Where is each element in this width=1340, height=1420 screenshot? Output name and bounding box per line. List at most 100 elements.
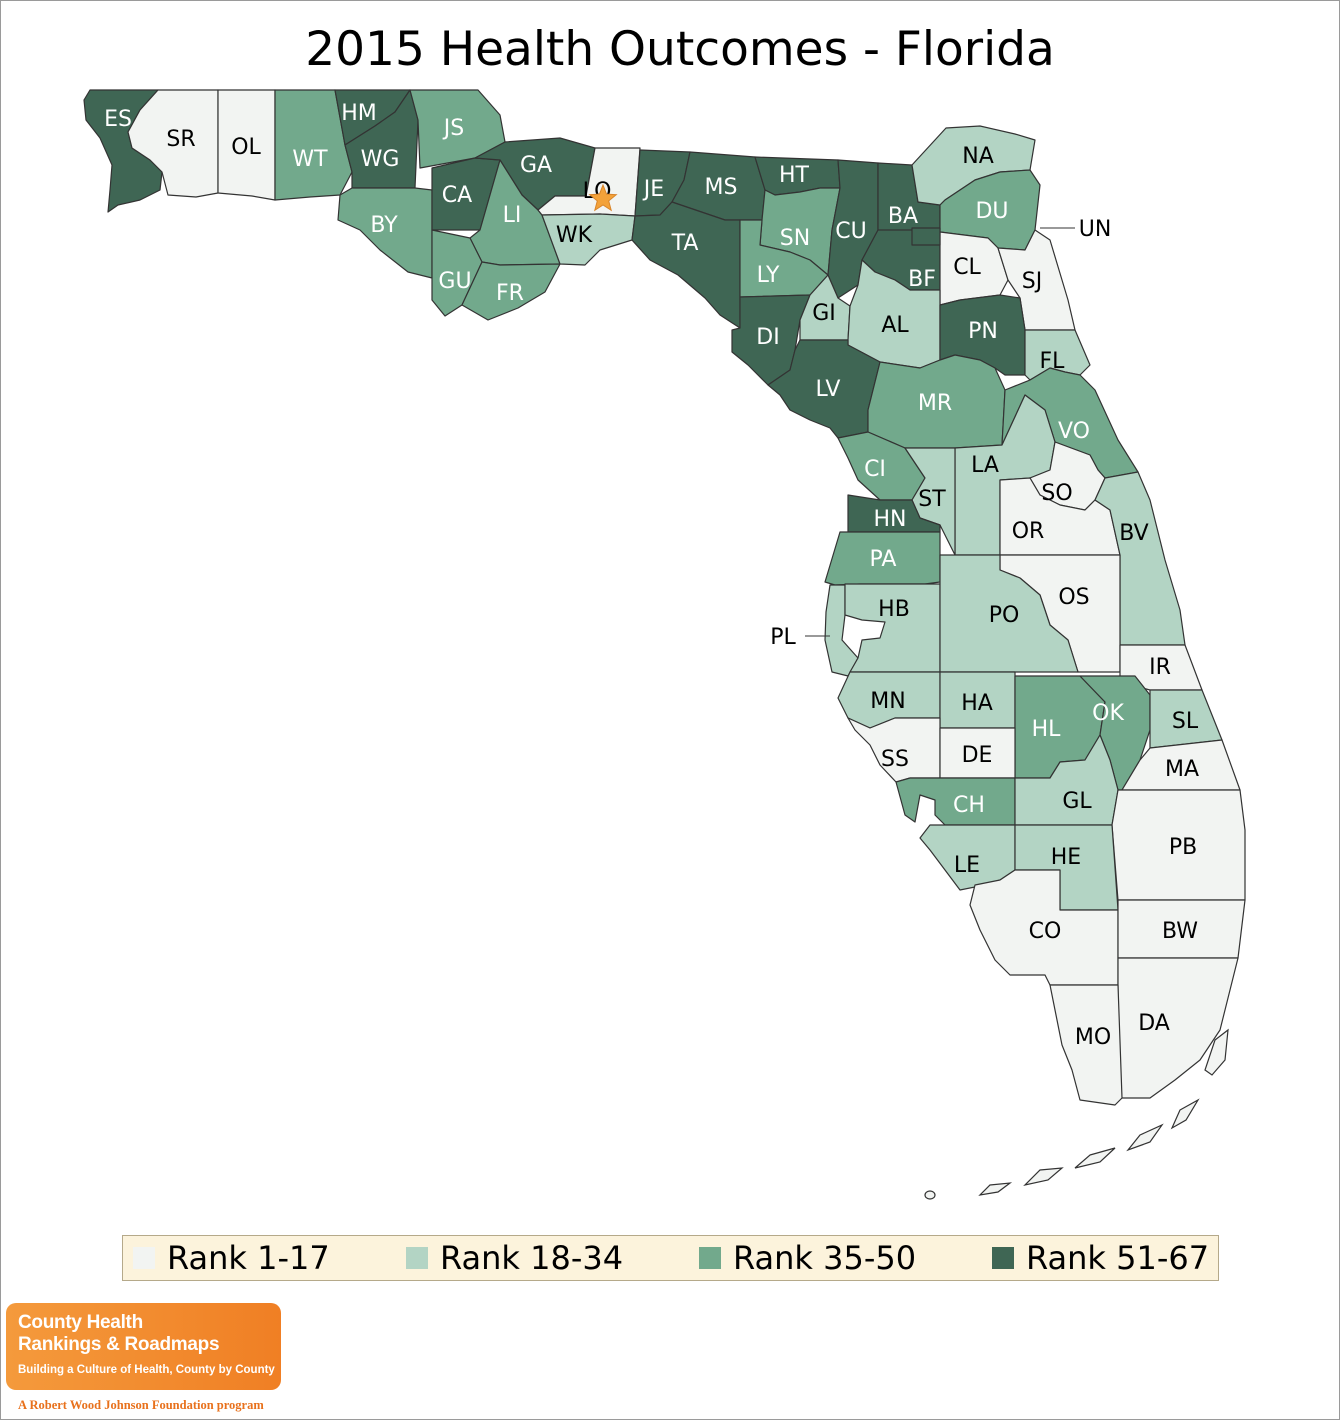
- keys-island: [1023, 1167, 1064, 1187]
- county-label-po: PO: [989, 603, 1020, 628]
- keys-island: [978, 1182, 1013, 1196]
- county-label-sr: SR: [166, 127, 195, 152]
- logo-line2: Rankings & Roadmaps: [18, 1334, 220, 1355]
- county-label-js: JS: [442, 116, 464, 141]
- county-label-di: DI: [756, 325, 779, 350]
- county-label-da: DA: [1138, 1011, 1170, 1036]
- legend-swatch: [133, 1247, 155, 1269]
- county-label-pl: PL: [770, 625, 796, 650]
- county-label-ch: CH: [953, 793, 985, 818]
- legend-item-rank-1-17: Rank 1-17: [133, 1236, 330, 1280]
- legend-swatch: [406, 1247, 428, 1269]
- map-title: 2015 Health Outcomes - Florida: [305, 22, 1055, 77]
- footer-credit: A Robert Wood Johnson Foundation program: [18, 1398, 264, 1412]
- county-label-ca: CA: [442, 183, 472, 208]
- county-label-bw: BW: [1162, 919, 1198, 944]
- county-label-st: ST: [918, 487, 946, 512]
- county-label-wt: WT: [292, 147, 328, 172]
- county-label-hn: HN: [874, 507, 907, 532]
- county-label-sj: SJ: [1022, 269, 1042, 294]
- county-label-pn: PN: [968, 319, 998, 344]
- county-health-rankings-logo[interactable]: County Health Rankings & Roadmaps Buildi…: [6, 1303, 281, 1390]
- county-label-la: LA: [971, 453, 999, 478]
- county-label-es: ES: [104, 107, 132, 132]
- legend-item-rank-18-34: Rank 18-34: [406, 1236, 623, 1280]
- county-label-sn: SN: [780, 226, 810, 251]
- county-label-al: AL: [881, 313, 909, 338]
- legend-swatch: [699, 1247, 721, 1269]
- county-label-cu: CU: [835, 219, 866, 244]
- county-label-ba: BA: [888, 204, 918, 229]
- keys-island: [924, 1190, 936, 1200]
- logo-tagline: Building a Culture of Health, County by …: [18, 1364, 275, 1376]
- county-mo[interactable]: [1049, 984, 1123, 1106]
- keys-island: [1204, 1028, 1229, 1076]
- county-label-ss: SS: [881, 747, 909, 772]
- county-label-je: JE: [642, 177, 664, 202]
- county-label-pa: PA: [870, 547, 897, 572]
- county-label-ht: HT: [779, 163, 810, 188]
- county-label-un: UN: [1079, 217, 1112, 242]
- keys-island: [1170, 1098, 1200, 1130]
- logo-line1: County Health: [18, 1312, 143, 1333]
- keys-island: [1126, 1123, 1164, 1152]
- county-label-hl: HL: [1032, 717, 1062, 742]
- county-label-ir: IR: [1149, 655, 1171, 680]
- county-gu[interactable]: [431, 229, 483, 317]
- legend-swatch: [992, 1247, 1014, 1269]
- legend-label: Rank 1-17: [167, 1239, 330, 1277]
- county-label-fr: FR: [496, 281, 524, 306]
- legend: Rank 1-17 Rank 18-34 Rank 35-50 Rank 51-…: [122, 1235, 1219, 1281]
- county-fr[interactable]: [461, 261, 561, 321]
- county-label-cl: CL: [953, 255, 981, 280]
- county-wk[interactable]: [541, 213, 636, 266]
- county-label-gl: GL: [1062, 789, 1092, 814]
- county-label-gi: GI: [812, 301, 836, 326]
- legend-item-rank-51-67: Rank 51-67: [992, 1236, 1209, 1280]
- county-label-os: OS: [1058, 585, 1089, 610]
- county-label-hm: HM: [341, 101, 377, 126]
- legend-item-rank-35-50: Rank 35-50: [699, 1236, 916, 1280]
- county-label-ol: OL: [231, 135, 261, 160]
- county-da[interactable]: [1117, 957, 1239, 1099]
- county-label-he: HE: [1051, 845, 1081, 870]
- county-label-le: LE: [954, 853, 980, 878]
- county-label-bv: BV: [1119, 521, 1148, 546]
- county-label-ga: GA: [520, 153, 552, 178]
- county-label-fl: FL: [1040, 349, 1066, 374]
- county-label-hb: HB: [878, 597, 910, 622]
- legend-label: Rank 18-34: [440, 1239, 624, 1277]
- county-label-co: CO: [1029, 919, 1062, 944]
- star-icon: [588, 183, 618, 212]
- county-label-ms: MS: [705, 175, 738, 200]
- county-label-sl: SL: [1172, 709, 1199, 734]
- legend-label: Rank 35-50: [733, 1239, 917, 1277]
- county-sj[interactable]: [997, 229, 1076, 331]
- county-label-wg: WG: [361, 147, 400, 172]
- county-by[interactable]: [337, 187, 433, 279]
- county-label-bf: BF: [908, 267, 936, 292]
- county-label-ci: CI: [864, 457, 886, 482]
- legend-label: Rank 51-67: [1026, 1239, 1210, 1277]
- county-label-by: BY: [370, 213, 398, 238]
- county-label-mn: MN: [870, 689, 905, 714]
- county-label-de: DE: [962, 743, 993, 768]
- county-label-ly: LY: [757, 263, 780, 288]
- county-label-na: NA: [962, 144, 994, 169]
- county-label-gu: GU: [438, 269, 471, 294]
- county-label-so: SO: [1041, 481, 1072, 506]
- county-ol[interactable]: [217, 89, 276, 201]
- county-label-lv: LV: [816, 377, 841, 402]
- county-ch[interactable]: [895, 777, 1016, 826]
- county-label-mr: MR: [918, 391, 952, 416]
- county-label-ma: MA: [1165, 757, 1199, 782]
- county-un-shape[interactable]: [911, 227, 941, 246]
- county-label-ha: HA: [961, 691, 993, 716]
- county-ta[interactable]: [631, 201, 741, 329]
- county-label-vo: VO: [1058, 419, 1090, 444]
- county-label-pb: PB: [1169, 835, 1197, 860]
- keys-island: [1074, 1147, 1116, 1169]
- county-label-or: OR: [1012, 519, 1045, 544]
- county-label-wk: WK: [556, 223, 593, 248]
